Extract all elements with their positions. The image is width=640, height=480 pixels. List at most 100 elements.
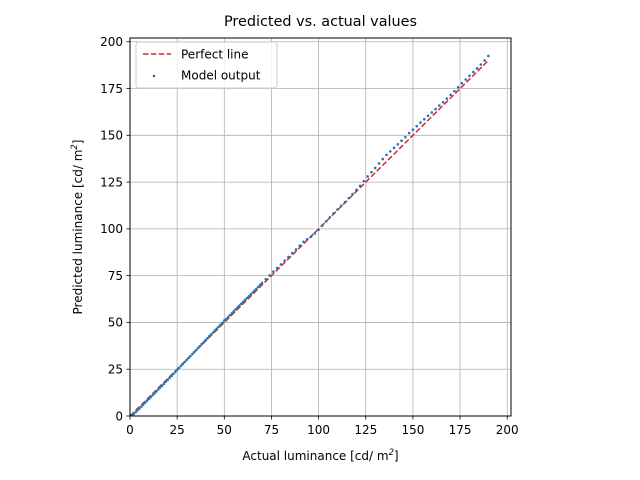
model-output-point [179,364,183,368]
y-tick-label: 50 [108,316,123,330]
x-tick-label: 75 [264,423,279,437]
legend-perfect-line-label: Perfect line [181,48,249,62]
model-output-series [130,54,490,416]
model-output-point [217,325,220,329]
model-output-point [471,70,475,74]
model-output-point [196,346,200,350]
model-output-point [358,184,362,188]
model-output-point [170,374,173,378]
model-output-point [453,89,456,93]
model-output-point [321,224,324,227]
x-tick-label: 200 [496,423,519,437]
model-output-point [238,304,241,307]
model-output-point [445,97,449,100]
model-output-point [275,266,279,270]
model-output-point [355,188,358,192]
y-tick-label: 175 [100,82,123,96]
model-output-point [419,121,422,124]
model-output-point [464,78,468,81]
y-tick-label: 200 [100,35,123,49]
legend: Perfect line Model output [135,41,278,89]
model-output-point [328,215,332,219]
model-output-point [264,277,268,281]
model-output-point [468,74,471,78]
model-output-point [168,376,171,380]
legend-model-output-swatch [152,74,156,78]
model-output-point [209,333,213,336]
model-output-point [475,67,479,70]
model-output-point [234,308,237,311]
model-output-point [287,255,290,259]
model-output-point [438,104,441,107]
model-output-point [347,196,351,200]
x-tick-label: 175 [449,423,472,437]
model-output-point [155,390,158,393]
y-tick-label: 75 [108,269,123,283]
model-output-point [206,337,209,340]
model-output-point [336,208,339,211]
model-output-point [392,146,396,150]
model-output-point [236,306,239,309]
model-output-point [219,323,222,326]
x-tick-label: 150 [401,423,424,437]
model-output-point [158,386,162,389]
model-output-point [339,204,343,208]
model-output-point [136,409,139,412]
model-output-point [198,344,202,348]
model-output-point [404,135,407,139]
model-output-point [396,142,400,146]
model-output-point [253,289,256,292]
model-output-point [138,407,141,410]
y-axis-ticks: 0 25 50 75 100 125 150 175 200 [100,35,130,423]
model-output-point [290,251,294,255]
model-output-point [183,360,186,364]
model-output-point [434,107,437,111]
y-tick-label: 125 [100,175,123,189]
model-output-point [189,354,192,358]
model-output-point [294,248,298,251]
y-tick-label: 0 [115,409,123,423]
model-output-point [456,85,460,89]
model-output-point [411,128,415,131]
model-output-point [415,124,418,128]
y-axis-label: Predicted luminance [cd/ m2] [69,140,85,315]
legend-model-output-label: Model output [181,69,261,83]
model-output-point [247,294,251,298]
model-output-point [190,352,194,356]
model-output-point [324,220,328,223]
x-tick-label: 50 [217,423,232,437]
model-output-point [260,281,264,285]
model-output-point [479,63,483,66]
model-output-point [487,54,490,58]
model-output-point [228,313,232,317]
model-output-point [213,329,217,332]
model-output-point [483,59,486,62]
model-output-point [185,358,188,362]
model-output-point [279,263,283,266]
grid-lines [129,38,511,417]
model-output-point [249,293,253,296]
model-output-point [153,392,156,395]
model-output-point [366,175,369,178]
model-output-point [177,366,181,370]
model-output-point [162,382,166,386]
model-output-point [141,403,145,407]
y-tick-label: 25 [108,363,123,377]
y-tick-label: 150 [100,129,123,143]
model-output-point [175,368,179,372]
model-output-point [460,81,464,85]
model-output-point [232,309,236,313]
model-output-point [256,285,260,289]
model-output-point [426,114,430,118]
model-output-point [226,315,230,319]
model-output-point [370,170,373,174]
model-output-point [309,235,313,239]
model-output-point [400,139,403,143]
model-output-point [272,270,275,274]
model-output-point [207,334,211,338]
model-output-point [215,327,219,330]
model-output-point [317,228,320,232]
model-output-point [224,317,228,321]
model-output-point [143,401,147,405]
